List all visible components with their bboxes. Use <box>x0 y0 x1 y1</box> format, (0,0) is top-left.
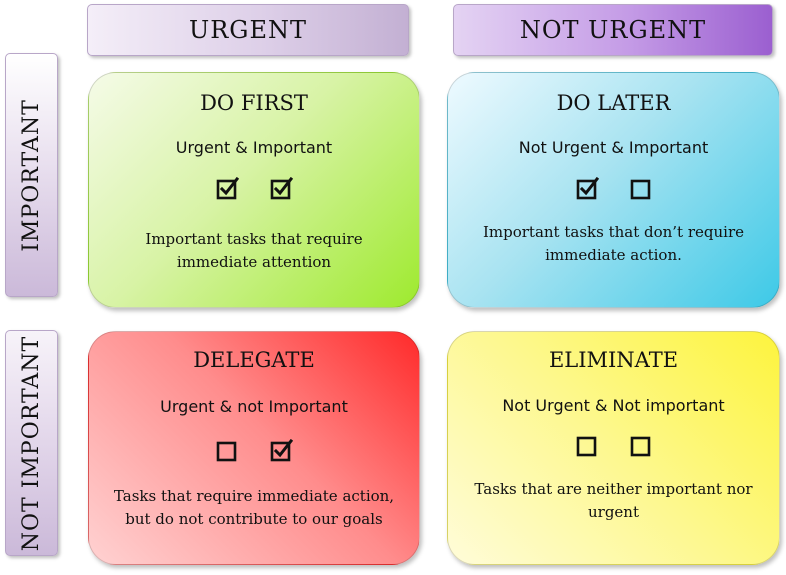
quadrant-description: Important tasks that require immediate a… <box>145 230 363 271</box>
checked-box-icon <box>576 177 599 200</box>
quadrant-title: DO FIRST <box>200 91 308 115</box>
checkbox-group <box>89 439 419 463</box>
column-header-not-urgent-label: NOT URGENT <box>519 16 707 44</box>
quadrant-delegate: DELEGATE Urgent & not Important Tasks th… <box>88 331 420 565</box>
checkbox-group <box>89 177 419 201</box>
quadrant-eliminate: ELIMINATE Not Urgent & Not important Tas… <box>447 331 780 565</box>
quadrant-description: Tasks that are neither important nor urg… <box>474 480 753 521</box>
quadrant-description: Tasks that require immediate action, but… <box>113 487 395 528</box>
quadrant-subtitle: Urgent & not Important <box>160 397 348 416</box>
quadrant-description: Important tasks that don’t require immed… <box>482 223 745 264</box>
quadrant-do-later: DO LATER Not Urgent & Important Importan… <box>447 72 780 308</box>
quadrant-subtitle: Not Urgent & Important <box>518 138 709 157</box>
checkbox-group <box>448 177 779 201</box>
checked-box-icon <box>216 177 239 200</box>
empty-box-icon <box>216 441 237 462</box>
empty-box-icon <box>630 179 650 200</box>
column-header-not-urgent: NOT URGENT <box>453 4 773 56</box>
column-header-urgent-label: URGENT <box>189 16 307 44</box>
quadrant-subtitle: Not Urgent & Not important <box>502 396 725 415</box>
row-header-not-important-label: NOT IMPORTANT <box>19 335 44 551</box>
quadrant-subtitle: Urgent & Important <box>175 138 333 157</box>
quadrant-title: DO LATER <box>556 91 671 115</box>
checked-box-icon <box>270 439 293 462</box>
row-header-important-label: IMPORTANT <box>19 98 45 252</box>
empty-box-icon <box>630 436 650 457</box>
column-header-urgent: URGENT <box>87 4 409 56</box>
row-header-not-important: NOT IMPORTANT <box>5 330 58 556</box>
row-header-important: IMPORTANT <box>5 53 58 297</box>
quadrant-title: ELIMINATE <box>548 348 679 372</box>
quadrant-title: DELEGATE <box>193 348 315 372</box>
empty-box-icon <box>576 436 596 457</box>
checked-box-icon <box>270 177 293 200</box>
quadrant-do-first: DO FIRST Urgent & Important Important ta… <box>88 72 420 308</box>
checkbox-group <box>448 434 779 458</box>
